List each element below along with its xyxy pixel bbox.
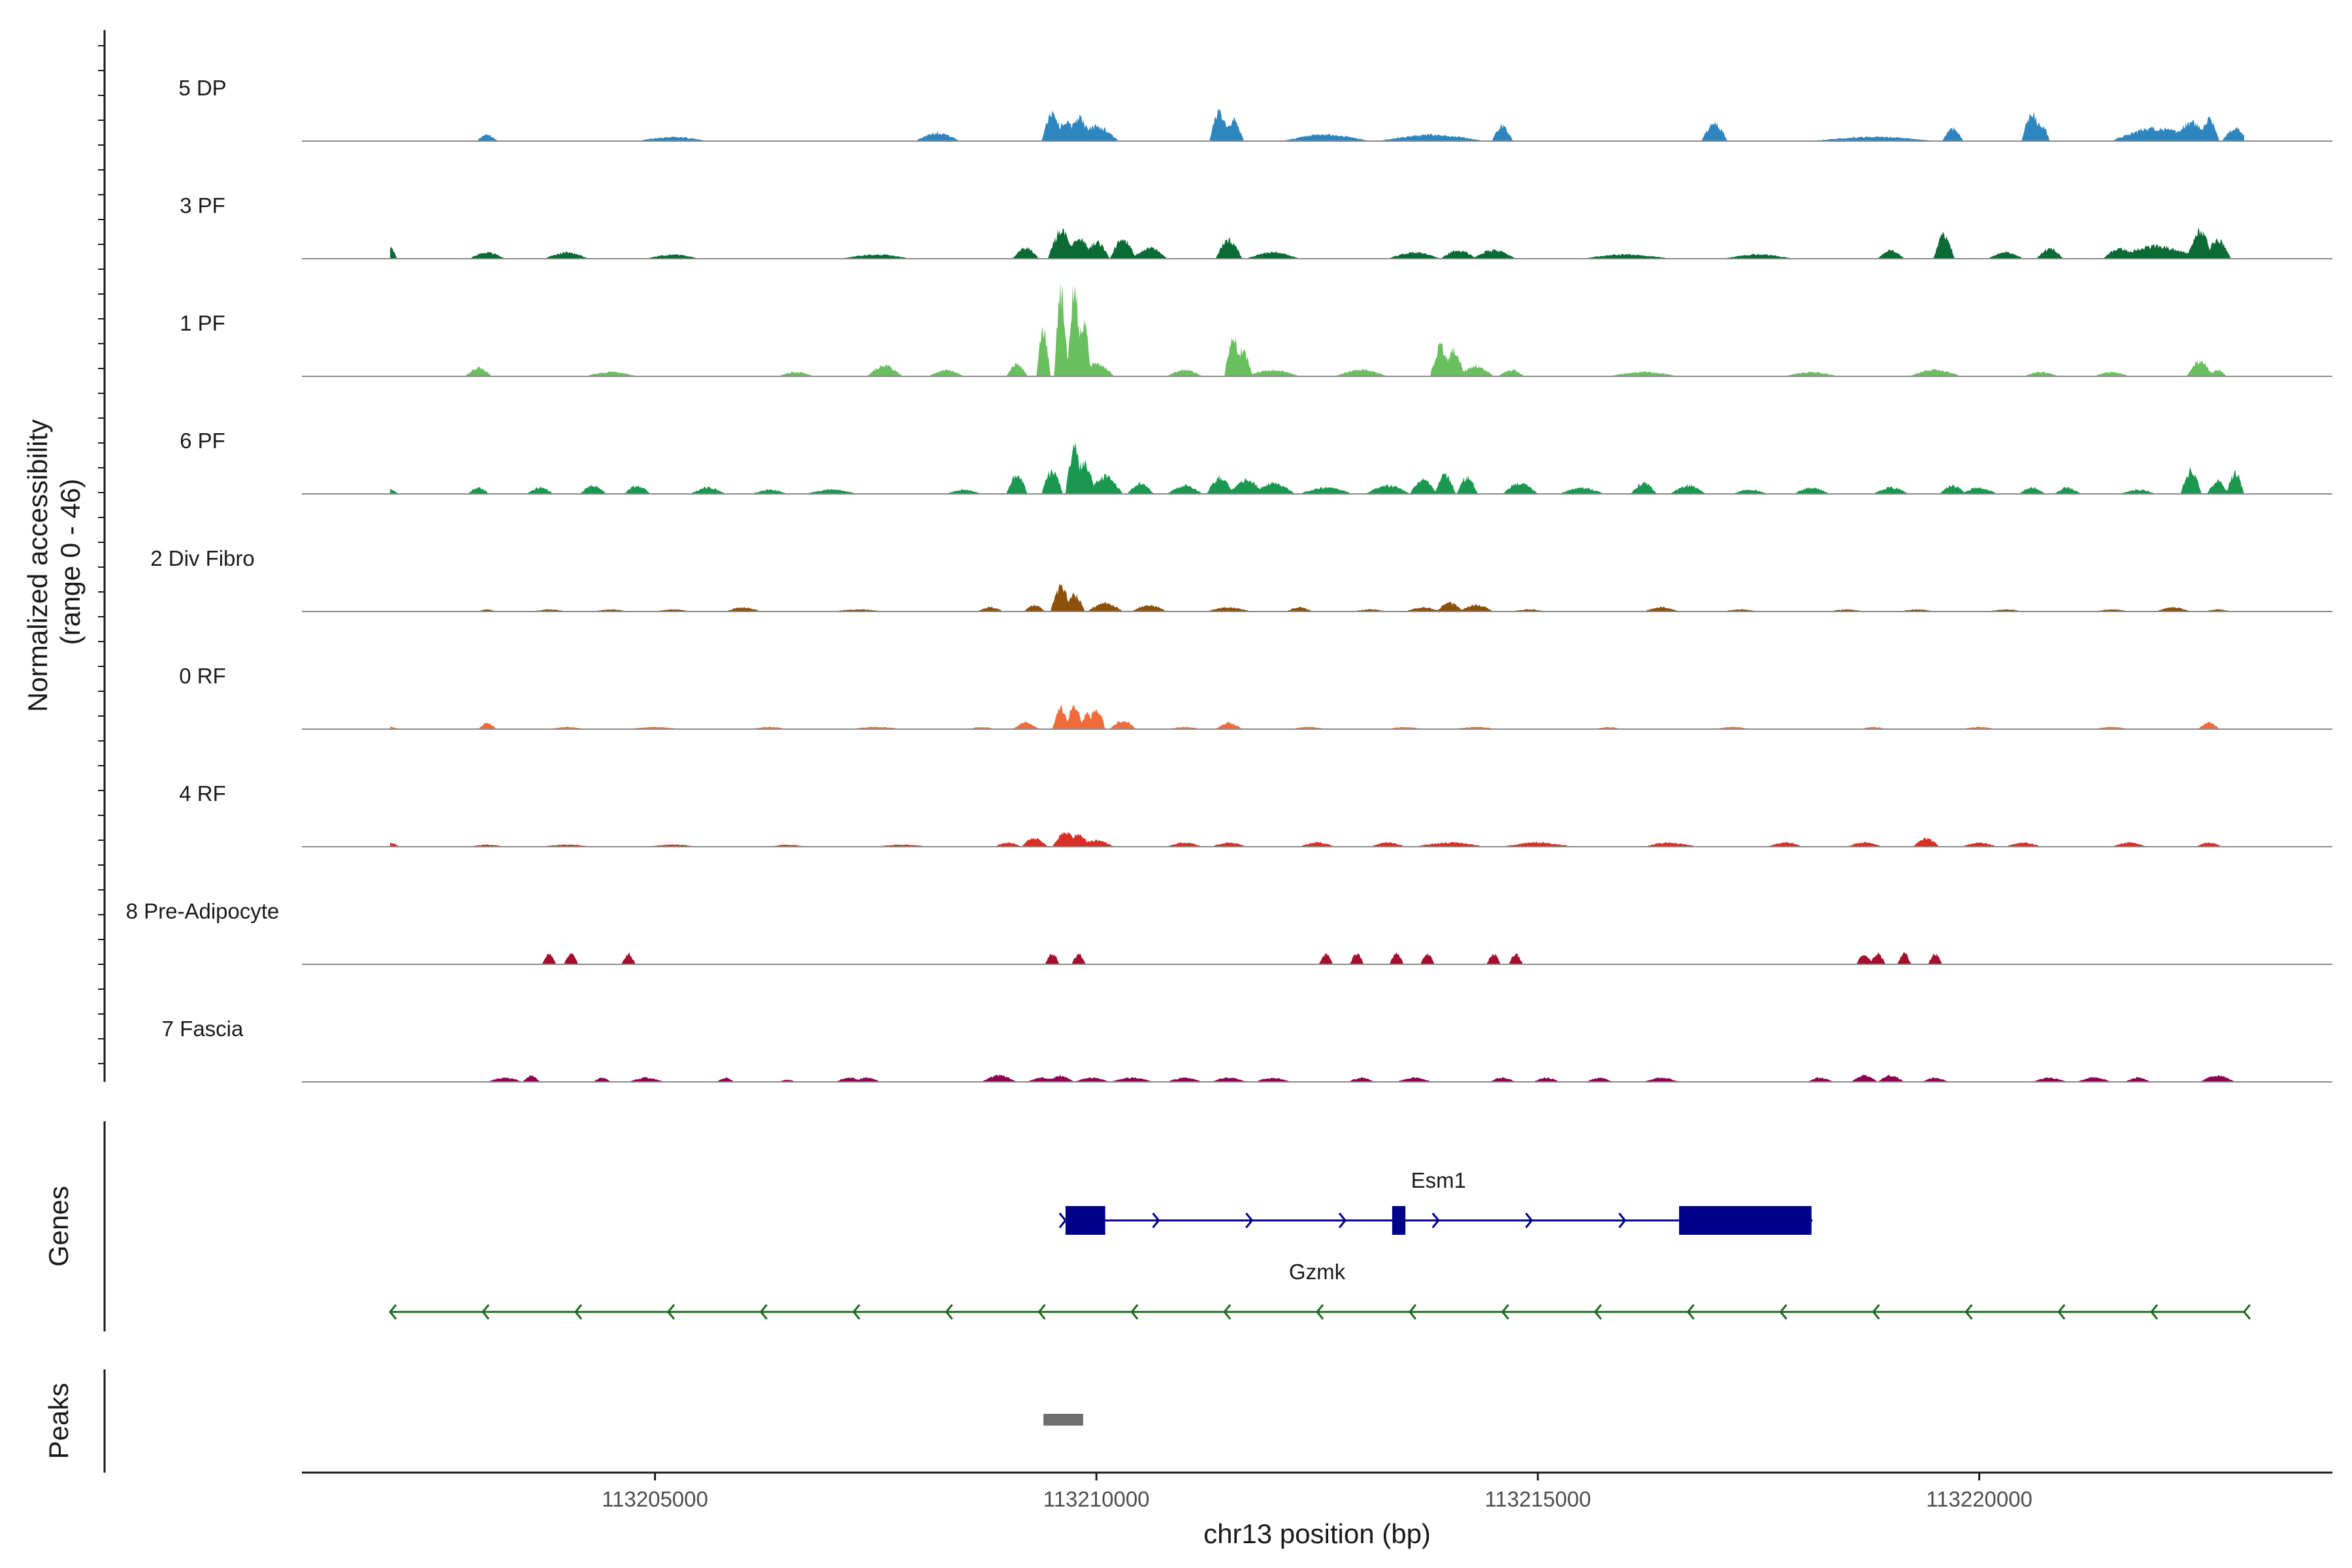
- coverage-area: [390, 831, 2244, 847]
- track-5-dp: 5 DP: [178, 76, 2332, 142]
- track-0-rf: 0 RF: [179, 664, 2332, 730]
- peak-region: [1043, 1414, 1083, 1426]
- exon: [1679, 1206, 1812, 1235]
- coverage-axis: [98, 30, 106, 1082]
- coverage-area: [390, 442, 2244, 494]
- strand-arrow: [2242, 1304, 2251, 1320]
- gene-name: Gzmk: [1289, 1260, 1346, 1284]
- track-3-pf: 3 PF: [180, 193, 2332, 259]
- track-6-pf: 6 PF: [180, 429, 2332, 495]
- strand-arrow: [2150, 1304, 2159, 1320]
- coverage-area: [390, 704, 2244, 729]
- strand-arrow: [389, 1304, 397, 1320]
- strand-arrow: [666, 1304, 675, 1320]
- strand-arrow: [1686, 1304, 1695, 1320]
- strand-arrow: [2057, 1304, 2066, 1320]
- strand-arrow: [1593, 1304, 1602, 1320]
- track-4-rf: 4 RF: [179, 781, 2332, 847]
- strand-arrow: [482, 1304, 490, 1320]
- track-1-pf: 1 PF: [180, 282, 2332, 377]
- gene-name: Esm1: [1411, 1168, 1466, 1192]
- strand-arrow: [1245, 1213, 1254, 1228]
- y-axis-label-line1: Normalized accessibility: [22, 419, 53, 712]
- y-axis-label: Normalized accessibility (range 0 - 46): [22, 412, 86, 712]
- exon: [1065, 1206, 1105, 1235]
- strand-arrow: [945, 1304, 953, 1320]
- coverage-area: [390, 583, 2244, 612]
- strand-arrow: [574, 1304, 583, 1320]
- coverage-area: [390, 227, 2244, 259]
- coverage-area: [390, 952, 2244, 964]
- x-axis-label: chr13 position (bp): [1203, 1518, 1431, 1549]
- peaks-panel: Peaks: [43, 1369, 1083, 1473]
- track-8-pre-adipocyte: 8 Pre-Adipocyte: [126, 899, 2332, 965]
- strand-arrow: [1037, 1304, 1046, 1320]
- strand-arrow: [1316, 1304, 1324, 1320]
- track-label: 6 PF: [180, 429, 225, 453]
- coverage-tracks: 5 DP 3 PF 1 PF 6 PF 2 Div Fibro 0 RF 4 RF 8 Pre…: [126, 76, 2332, 1083]
- gene-gzmk: Gzmk: [389, 1260, 2251, 1320]
- strand-arrow: [1965, 1304, 1973, 1320]
- strand-arrow: [1223, 1304, 1232, 1320]
- gene-esm1: Esm1: [1058, 1168, 1813, 1235]
- exon: [1392, 1206, 1406, 1235]
- strand-arrow: [1501, 1304, 1509, 1320]
- strand-arrow: [1152, 1213, 1160, 1228]
- strand-arrow: [1872, 1304, 1880, 1320]
- strand-arrow: [1130, 1304, 1139, 1320]
- genes-panel: Genes Esm1 Gzmk: [43, 1121, 2251, 1331]
- track-label: 0 RF: [179, 664, 226, 688]
- peaks-label: Peaks: [43, 1383, 74, 1460]
- strand-arrow: [1058, 1213, 1067, 1228]
- strand-arrow: [1408, 1304, 1417, 1320]
- track-label: 2 Div Fibro: [150, 546, 255, 570]
- x-tick-label: 113215000: [1484, 1487, 1591, 1511]
- strand-arrow: [1618, 1213, 1627, 1228]
- coverage-area: [390, 1074, 2244, 1082]
- x-axis: 113205000 113210000 113215000 113220000: [302, 1471, 2332, 1511]
- track-7-fascia: 7 Fascia: [162, 1017, 2332, 1083]
- track-label: 4 RF: [179, 781, 226, 806]
- track-label: 7 Fascia: [162, 1017, 244, 1041]
- track-label: 8 Pre-Adipocyte: [126, 899, 280, 923]
- x-tick-label: 113205000: [602, 1487, 708, 1511]
- track-label: 5 DP: [178, 76, 226, 100]
- track-label: 1 PF: [180, 311, 225, 335]
- genes-label: Genes: [43, 1186, 74, 1267]
- strand-arrow: [1779, 1304, 1788, 1320]
- track-2-div-fibro: 2 Div Fibro: [150, 546, 2332, 612]
- strand-arrow: [1431, 1213, 1440, 1228]
- x-tick-label: 113210000: [1043, 1487, 1150, 1511]
- strand-arrow: [1338, 1213, 1347, 1228]
- strand-arrow: [759, 1304, 768, 1320]
- x-tick-label: 113220000: [1926, 1487, 2033, 1511]
- strand-arrow: [1525, 1213, 1533, 1228]
- coverage-area: [390, 108, 2244, 141]
- coverage-area: [390, 282, 2244, 376]
- strand-arrow: [852, 1304, 860, 1320]
- track-label: 3 PF: [180, 193, 225, 218]
- y-axis-label-line2: (range 0 - 46): [55, 479, 86, 645]
